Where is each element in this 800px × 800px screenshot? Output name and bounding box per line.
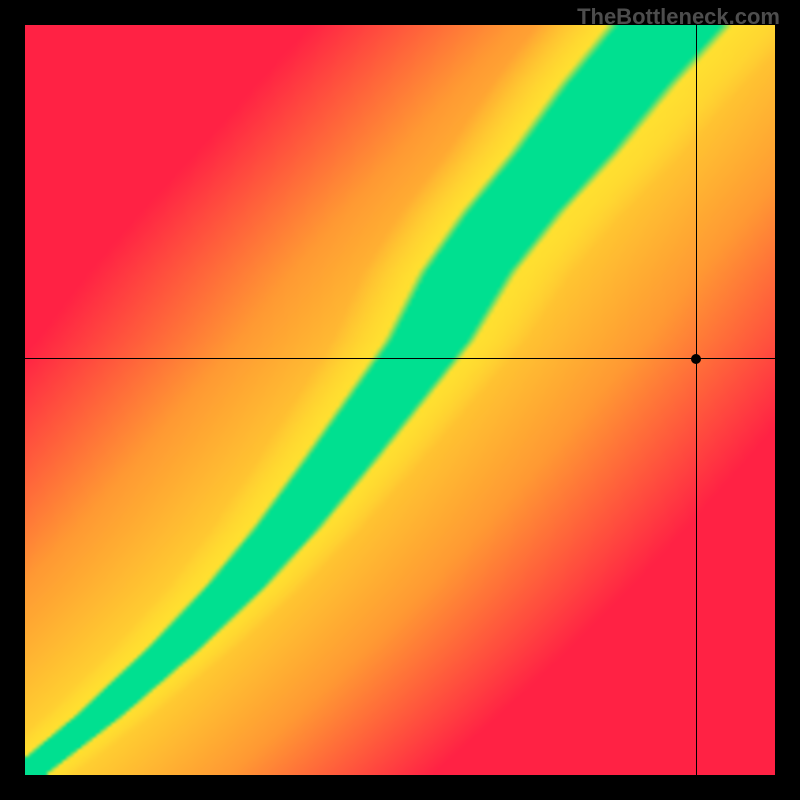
heatmap-canvas [25,25,775,775]
watermark-label: TheBottleneck.com [577,4,780,30]
chart-container: TheBottleneck.com [0,0,800,800]
marker-dot [691,354,701,364]
crosshair-vertical [696,25,697,775]
heatmap-plot [25,25,775,775]
crosshair-horizontal [25,358,775,359]
